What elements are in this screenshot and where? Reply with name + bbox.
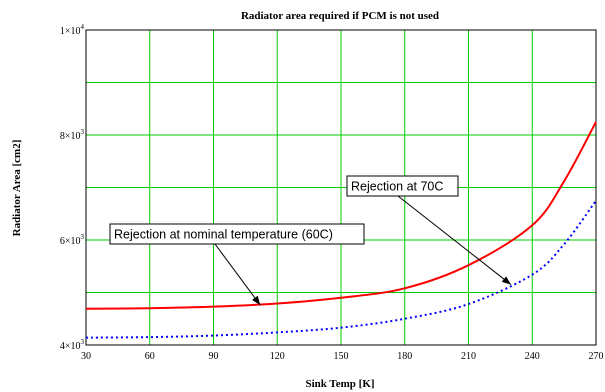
x-tick-label: 60: [145, 351, 155, 362]
x-tick-label: 240: [525, 351, 540, 362]
x-tick-label: 180: [397, 351, 412, 362]
series-layer: [85, 121, 597, 339]
x-axis-label: Sink Temp [K]: [305, 378, 374, 390]
annotation-arrow: [397, 195, 512, 286]
annotations: Rejection at nominal temperature (60C) Re…: [109, 175, 512, 306]
y-tick-label: 6×103: [60, 233, 85, 247]
y-tick-label: 4×103: [60, 338, 85, 352]
x-tick-label: 210: [461, 351, 476, 362]
annotation-box: [109, 223, 365, 245]
x-tick-label: 30: [81, 351, 91, 362]
series-line-1: [85, 121, 597, 310]
annotation-arrowhead: [252, 295, 261, 306]
annotation-arrowhead: [501, 276, 511, 285]
annotation-box: [346, 175, 459, 197]
x-tick-label: 120: [270, 351, 285, 362]
x-tick-label: 270: [589, 351, 604, 362]
y-axis-label: Radiator Area [cm2]: [11, 140, 23, 237]
y-tick-label: 1×104: [60, 23, 85, 37]
y-tick-labels: 4×103 6×103 8×103 1×104: [60, 23, 85, 352]
series-line-2: [85, 200, 597, 339]
chart-title: Radiator area required if PCM is not use…: [241, 10, 439, 22]
annotation-arrow: [214, 243, 261, 306]
x-tick-labels: 30 60 90 120 150 180 210 240 270: [81, 351, 604, 362]
annotation-label: Rejection at 70C: [351, 180, 443, 194]
x-tick-label: 90: [209, 351, 219, 362]
plot-frame: [85, 29, 597, 346]
x-tick-label: 150: [334, 351, 349, 362]
y-tick-label: 8×103: [60, 128, 85, 142]
annotation-label: Rejection at nominal temperature (60C): [114, 228, 333, 242]
